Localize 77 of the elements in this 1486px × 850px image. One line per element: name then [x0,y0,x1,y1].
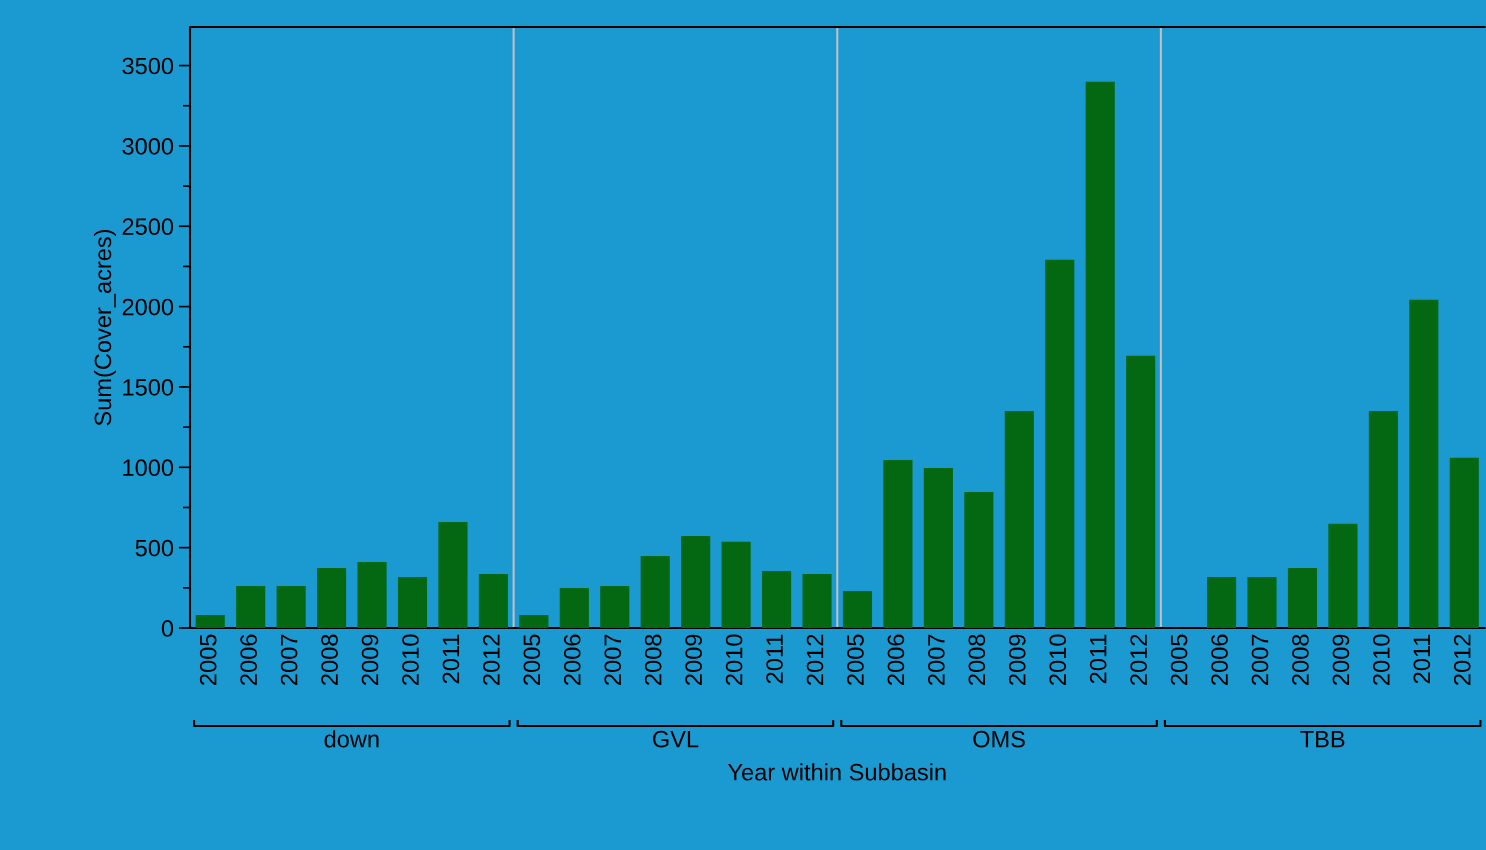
x-tick-label: 2012 [1130,634,1147,685]
x-tick-label: 2010 [1049,634,1067,685]
x-tick-label: 2007 [928,634,945,685]
y-tick-label: 500 [135,539,174,557]
x-tick-label: 2009 [361,634,379,685]
bar [762,570,792,628]
bar [519,614,549,628]
bar [721,541,751,628]
bar [317,567,347,628]
x-tick-label: 2005 [847,634,864,685]
bar [438,521,468,628]
bar [681,535,711,628]
x-tick-label: 2007 [280,634,298,685]
bar [1287,567,1318,628]
bar [397,576,428,628]
bar [1045,259,1075,628]
bar [1449,457,1479,628]
x-tick-label: 2010 [402,634,419,685]
bar [964,491,994,628]
x-tick-label: 2010 [1373,634,1390,685]
x-tick-label: 2006 [887,634,905,685]
x-tick-label: 2005 [523,634,541,685]
bar [1126,355,1156,628]
x-tick-label: 2009 [1332,634,1350,685]
x-tick-label: 2008 [968,634,986,685]
x-tick-label: 2011 [442,634,460,684]
bar [600,585,630,628]
text: GVL [653,730,699,748]
bar [1409,299,1439,628]
y-tick-label: 3000 [122,137,174,155]
bar [883,459,913,628]
x-tick-label: 2007 [1251,634,1269,685]
x-tick-label: 2005 [1170,634,1188,685]
x-tick-label: 2005 [199,634,217,685]
bar [236,585,266,628]
x-tick-label: 2011 [766,634,783,684]
x-tick-label: 2010 [725,634,743,685]
bar [1004,410,1034,628]
y-axis-title: Sum(Cover_acres) [93,229,116,426]
bar [195,614,225,628]
bar [802,574,832,628]
text: TBB [1300,731,1345,748]
x-tick-label: 2008 [321,634,338,685]
y-tick-label: 3500 [122,57,174,75]
bar [842,591,873,628]
x-axis-title: Year within Subbasin [727,763,946,781]
bar [357,561,387,628]
x-tick-label: 2006 [1211,634,1228,685]
bar [276,585,306,628]
y-tick-label: 0 [161,620,174,637]
bar [1368,410,1398,628]
x-tick-label: 2012 [806,634,824,685]
bar [1247,576,1277,628]
bar [640,556,670,628]
y-tick-label: 1000 [123,459,174,477]
y-tick-label: 2000 [122,298,174,316]
bar [1207,576,1237,628]
x-tick-label: 2011 [1089,634,1107,684]
text: OMS [973,730,1025,748]
text: down [324,730,379,748]
x-tick-label: 2011 [1413,634,1431,684]
bar [923,467,953,628]
y-tick-label: 2500 [122,218,174,236]
x-tick-label: 2008 [1292,634,1309,685]
bar [559,587,589,628]
x-tick-label: 2007 [604,634,622,685]
x-tick-label: 2012 [1453,634,1471,685]
x-tick-label: 2009 [1008,634,1026,685]
x-tick-label: 2006 [563,634,581,685]
x-tick-label: 2008 [644,634,662,685]
bar [478,574,508,628]
x-tick-label: 2009 [685,634,703,685]
x-tick-label: 2012 [483,634,500,685]
bar [1085,81,1115,628]
x-tick-label: 2006 [240,634,258,685]
y-tick-label: 1500 [123,379,174,396]
bar [1328,523,1358,628]
